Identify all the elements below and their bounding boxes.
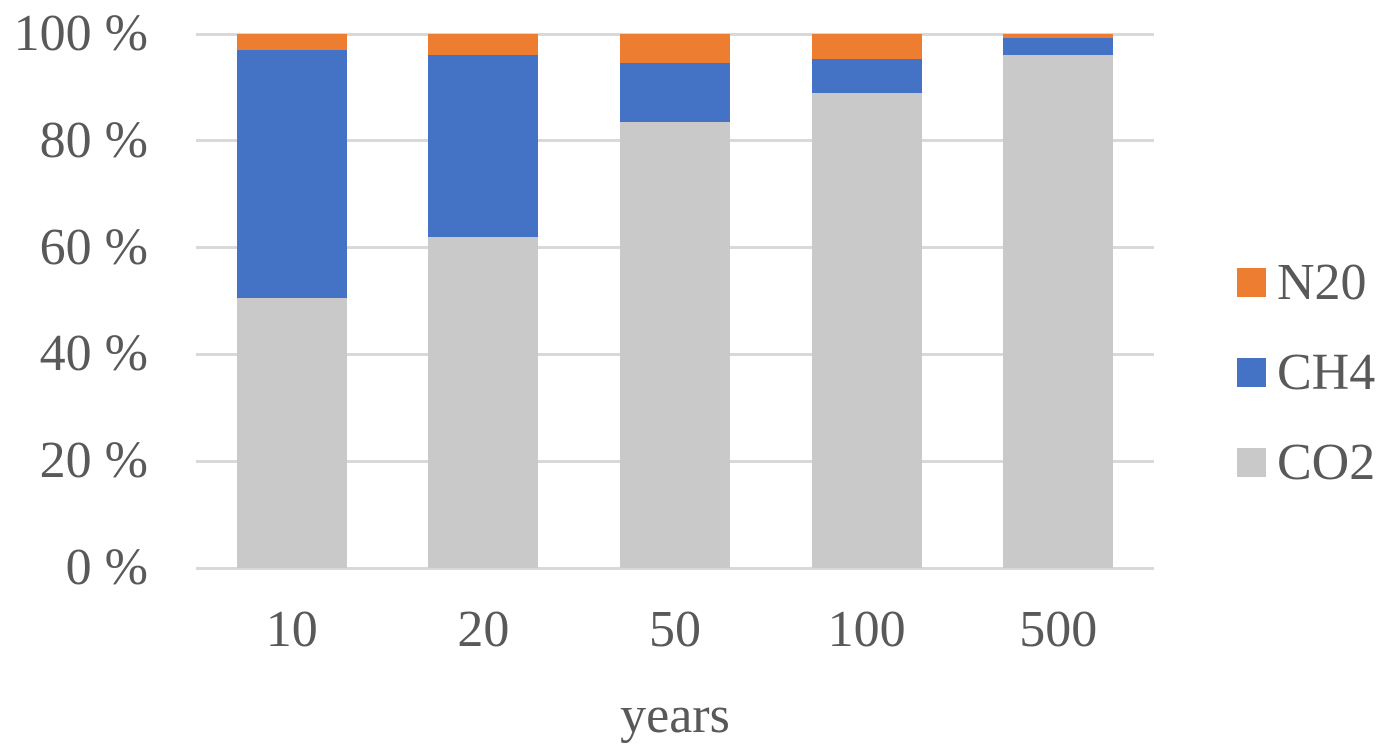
bar-segment-co2-10 xyxy=(236,298,347,568)
legend-swatch-co2 xyxy=(1237,448,1266,477)
bar-segment-n20-50 xyxy=(620,34,730,64)
legend-item-n20: N20 xyxy=(1237,255,1375,310)
bar-segment-ch4-50 xyxy=(620,63,730,123)
y-tick-label: 100 % xyxy=(13,5,148,62)
y-tick-label: 40 % xyxy=(39,325,148,383)
bar-segment-co2-500 xyxy=(1003,55,1114,568)
y-tick-label: 20 % xyxy=(39,432,148,490)
x-tick-label: 50 xyxy=(648,601,701,658)
bar-segment-n20-10 xyxy=(236,34,347,51)
legend-swatch-n20 xyxy=(1237,268,1266,297)
y-tick-label: 0 % xyxy=(65,539,148,596)
legend-swatch-ch4 xyxy=(1237,358,1266,387)
bar-segment-ch4-100 xyxy=(811,59,922,93)
legend-label-co2: CO2 xyxy=(1277,434,1376,491)
bar-segment-n20-500 xyxy=(1003,34,1114,39)
bar-segment-co2-100 xyxy=(811,92,922,568)
bar-segment-co2-50 xyxy=(620,122,730,568)
x-tick-label: 500 xyxy=(1019,601,1098,658)
x-tick-label: 20 xyxy=(457,601,510,658)
bar-segment-n20-20 xyxy=(428,34,539,56)
x-tick-label: 10 xyxy=(265,601,318,658)
legend-item-ch4: CH4 xyxy=(1237,345,1375,400)
y-tick-label: 80 % xyxy=(39,111,148,169)
bar-segment-n20-100 xyxy=(811,34,922,60)
x-tick-label: 100 xyxy=(827,601,906,658)
bar-segment-co2-20 xyxy=(428,236,539,568)
bar-segment-ch4-20 xyxy=(428,55,539,237)
chart-legend: N20 CH4 CO2 xyxy=(1237,255,1375,525)
y-gridline xyxy=(196,566,1154,570)
legend-item-co2: CO2 xyxy=(1237,435,1375,490)
x-axis-title: years xyxy=(620,687,730,744)
y-tick-label: 60 % xyxy=(39,218,148,276)
legend-label-n20: N20 xyxy=(1277,254,1367,311)
bar-segment-ch4-10 xyxy=(236,50,347,299)
legend-label-ch4: CH4 xyxy=(1277,344,1376,401)
bar-segment-ch4-500 xyxy=(1003,38,1114,56)
